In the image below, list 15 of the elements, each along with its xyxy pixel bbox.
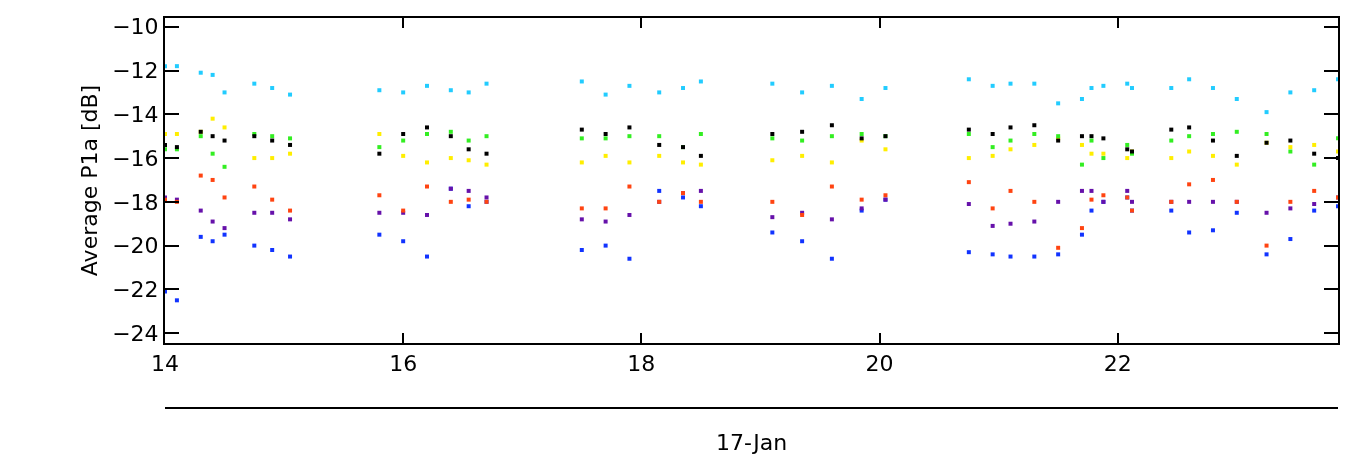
x-tick-label: 20 xyxy=(865,351,894,377)
x-tick-label: 16 xyxy=(389,351,418,377)
y-tick-label: −18 xyxy=(112,189,159,215)
y-tick-label: −12 xyxy=(112,58,159,84)
y-axis-title: Average P1a [dB] xyxy=(77,84,103,277)
y-tick-label: −20 xyxy=(112,233,159,259)
x-tick-label: 14 xyxy=(151,351,179,377)
y-tick-label: −10 xyxy=(112,14,159,40)
y-tick-label: −14 xyxy=(112,102,159,127)
x-axis-title: 17-Jan xyxy=(716,430,788,455)
x-tick-label: 18 xyxy=(627,351,656,377)
y-tick-label: −24 xyxy=(112,320,159,346)
y-tick-label: −22 xyxy=(112,277,159,303)
y-tick-label: −16 xyxy=(112,145,159,171)
x-tick-label: 22 xyxy=(1103,351,1132,377)
